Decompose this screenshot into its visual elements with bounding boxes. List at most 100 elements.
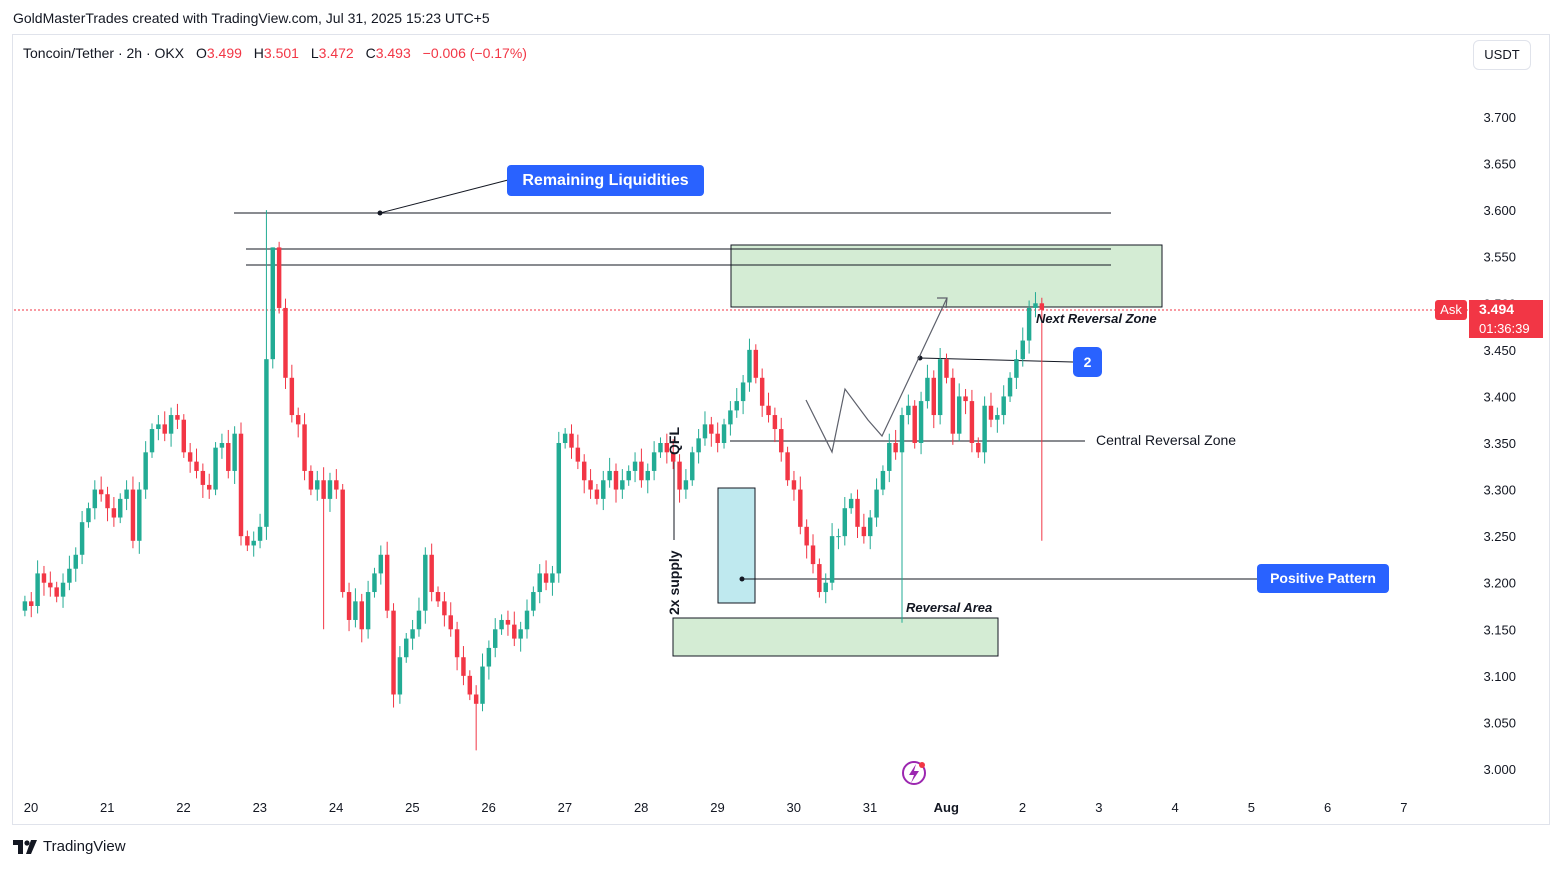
x-tick-label: 28 [634, 800, 648, 815]
candle-body [245, 536, 250, 546]
badge-2: 2 [1073, 347, 1102, 377]
candle-body [734, 401, 739, 411]
candle-body [493, 629, 498, 648]
candle-body [505, 619, 511, 625]
candle-body [575, 447, 581, 462]
zigzag-line [805, 297, 948, 454]
x-tick-label: 2 [1019, 800, 1026, 815]
candle-body [98, 489, 104, 495]
candle-body [295, 415, 301, 425]
candle-body [1014, 359, 1019, 378]
candle-body [1039, 303, 1045, 310]
y-axis: 3.000 3.050 3.100 3.150 3.200 3.250 3.300 3.350… [1483, 110, 1516, 777]
x-tick-label: 25 [405, 800, 419, 815]
levels-layer [14, 179, 1470, 582]
candle-body [645, 470, 650, 481]
candle-body [35, 573, 40, 606]
candle-body [677, 461, 682, 490]
candle-body [664, 443, 670, 453]
candle-body [327, 480, 333, 499]
x-tick-label: 4 [1171, 800, 1178, 815]
candle-body [315, 480, 320, 490]
close-label: C [365, 45, 376, 61]
flash-icon[interactable] [902, 761, 926, 785]
candle-body [181, 419, 187, 453]
symbol-header: Toncoin/Tether · 2h · OKX O3.499 H3.501 … [23, 45, 527, 61]
candle-body [982, 405, 987, 453]
y-tick-label: 3.150 [1483, 622, 1516, 637]
candle-body [766, 405, 771, 416]
candle-body [753, 349, 759, 378]
candle-body [861, 526, 867, 537]
candle-body [690, 452, 695, 481]
candle-body [1007, 377, 1013, 397]
x-tick-label: 27 [558, 800, 572, 815]
candle-body [391, 610, 396, 695]
supply-box [717, 487, 756, 604]
candle-body [251, 540, 256, 546]
candle-body [378, 554, 384, 574]
chart-credit: GoldMasterTrades created with TradingVie… [13, 10, 490, 26]
candle-body [340, 489, 345, 593]
tradingview-logo[interactable]: TradingView [13, 838, 126, 855]
currency-button[interactable]: USDT [1473, 40, 1531, 70]
candle-body [556, 443, 562, 574]
y-tick-label: 3.550 [1483, 250, 1516, 265]
candle-body [54, 587, 59, 597]
candle-body [772, 415, 778, 430]
candle-body [709, 424, 714, 434]
candle-body [448, 615, 453, 630]
candle-body [798, 489, 803, 527]
y-tick-label: 3.600 [1483, 203, 1516, 218]
candle-body [302, 424, 307, 471]
x-tick-label: 6 [1324, 800, 1331, 815]
candle-body [607, 470, 612, 481]
candle-body [702, 424, 708, 439]
candle-body [855, 498, 860, 527]
candle-body [562, 433, 568, 443]
candle-body [829, 536, 835, 583]
candle-body [906, 405, 911, 416]
candle-body [956, 396, 962, 434]
candle-body [817, 564, 822, 593]
y-tick-label: 3.300 [1483, 483, 1516, 498]
candle-body [149, 429, 155, 453]
remaining-liquidities-callout: Remaining Liquidities [507, 165, 704, 196]
candle-body [791, 480, 797, 490]
candle-body [893, 443, 898, 453]
close-value: 3.493 [375, 45, 411, 61]
candle-body [276, 247, 282, 308]
y-tick-label: 3.700 [1483, 110, 1516, 125]
candle-body [963, 396, 968, 402]
current-price-tag: 3.494 [1469, 300, 1543, 319]
remaining-liquidity-leader [379, 179, 509, 214]
candle-body [168, 415, 174, 434]
positive-pattern-anchor [739, 576, 745, 582]
candle-body [410, 629, 415, 639]
candle-body [130, 489, 136, 541]
candle-body [639, 461, 644, 481]
y-tick-label: 3.100 [1483, 669, 1516, 684]
candle-body [1001, 396, 1006, 416]
candle-body [86, 508, 91, 523]
candle-body [988, 405, 994, 420]
candle-body [29, 601, 34, 606]
zones-layer [672, 244, 1163, 657]
candle-body [397, 657, 403, 695]
badge-leader [919, 357, 1074, 363]
candle-body [156, 424, 161, 430]
next-reversal-label: Next Reversal Zone [1036, 311, 1157, 326]
candle-body [842, 508, 848, 537]
candle-body [899, 415, 905, 453]
candle-body [257, 526, 263, 541]
zigzag-arrow-head [937, 297, 948, 309]
candle-body [454, 629, 460, 658]
candles [22, 210, 1045, 751]
x-tick-label: 31 [863, 800, 877, 815]
open-value: 3.499 [206, 45, 242, 61]
symbol-title: Toncoin/Tether · 2h · OKX [23, 45, 185, 61]
y-tick-label: 3.350 [1483, 436, 1516, 451]
candle-body [626, 470, 631, 481]
low-value: 3.472 [318, 45, 354, 61]
